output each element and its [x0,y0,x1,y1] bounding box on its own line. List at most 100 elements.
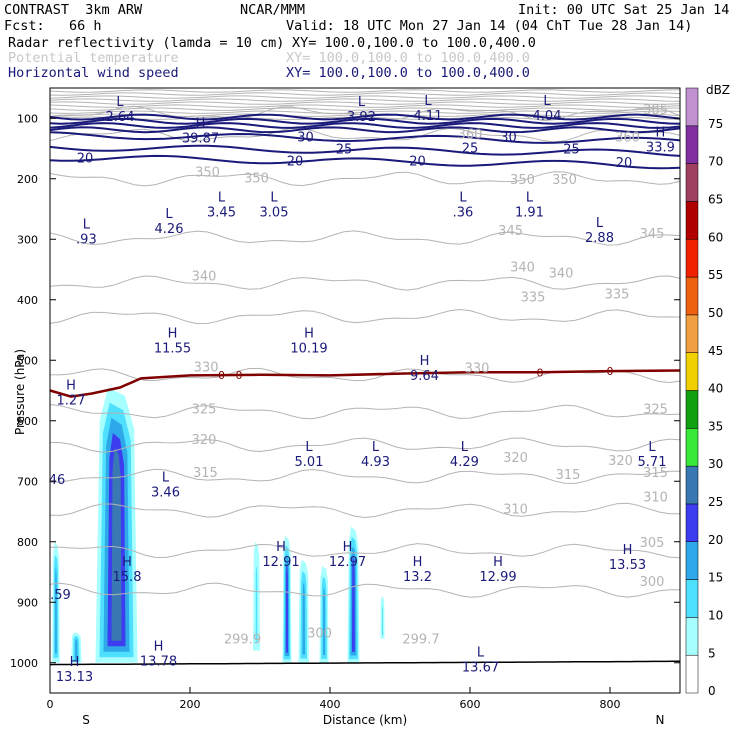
extremum-2-type: L [424,94,432,109]
plot-frame [49,87,681,694]
extremum-17-value: 5.01 [295,455,324,470]
theta-label-1: 360 [458,127,483,142]
extremum-27-value: 12.99 [479,570,516,585]
freezing-level-label-1: 0 [236,369,243,382]
valid-time: Valid: 18 UTC Mon 27 Jan 14 (04 ChT Tue … [286,18,693,34]
extremum-16-value: 1.27 [57,393,86,408]
extremum-8-type: L [270,191,278,206]
y-tick-label-100: 100 [17,112,38,125]
extremum-29-value: .59 [50,588,71,603]
wind-contour-20 [49,154,681,170]
wind-contour-label-20-1: 20 [287,155,304,170]
colorbar-swatch-15 [685,541,699,580]
terrain-surface-line [49,660,680,666]
colorbar-label-15: 15 [708,571,723,585]
extremum-26-value: 13.2 [403,570,432,585]
extremum-21-value: 3.46 [151,485,180,500]
theta-label-18: 320 [192,433,217,448]
extremum-31-value: 13.67 [462,661,499,676]
reflectivity-cell-7-level-20 [352,556,355,652]
theta-label-26: 305 [640,536,665,551]
colorbar-label-65: 65 [708,193,723,207]
colorbar-label-70: 70 [708,155,723,169]
colorbar-label-5: 5 [708,646,716,660]
extremum-22-value: 46 [49,473,66,488]
x-tick-label-0: 0 [47,698,54,711]
colorbar-swatch-10 [685,579,699,618]
theta-contour-300 [49,582,680,598]
colorbar-swatch-65 [685,163,699,202]
model-title: CONTRAST 3km ARW [4,2,143,18]
y-tick-label-700: 700 [17,475,38,488]
extremum-8-value: 3.05 [260,206,289,221]
theta-label-20: 320 [608,454,633,469]
x-axis-label: Distance (km) [323,713,407,727]
theta-contour-345 [49,230,681,246]
theta-label-3: 350 [195,165,220,180]
extremum-31-type: L [477,646,485,661]
colorbar-swatch-25 [685,465,699,505]
theta-contour-310 [49,502,680,519]
extremum-20-type: L [648,440,656,455]
extremum-18-value: 4.93 [361,455,390,470]
x-tick-label-600: 600 [460,698,481,711]
theta-label-7: 345 [498,224,523,239]
y-tick-label-500: 500 [17,354,38,367]
theta-label-11: 340 [549,267,574,282]
theta-label-28: 299.9 [224,633,261,648]
theta-contour-305 [49,543,681,559]
reflectivity-cell-8-level-10 [382,605,383,636]
extremum-12-type: L [596,216,604,231]
theta-label-30: 299.7 [402,633,439,648]
extremum-23-type: H [276,540,286,555]
theta-contour-upper-7 [49,110,681,114]
colorbar-swatch-30 [685,428,699,467]
field-reflectivity: Radar reflectivity (lamda = 10 cm) [8,35,285,51]
extremum-9-value: .36 [453,206,474,221]
field-reflectivity-xy: XY= 100.0,100.0 to 100.0,400.0 [292,35,536,51]
extremum-28-value: 13.53 [609,558,646,573]
y-tick-label-600: 600 [17,415,38,428]
colorbar-label-0: 0 [708,684,716,698]
theta-contour-335 [49,308,681,325]
wind-contour-jet-0 [49,113,681,121]
colorbar-label-40: 40 [708,382,723,396]
reflectivity-cell-4-level-20 [285,563,288,653]
field-potential-temperature: Potential temperature [8,50,179,66]
extremum-17-type: L [305,440,313,455]
y-tick-label-400: 400 [17,294,38,307]
theta-contour-upper-3 [49,98,681,102]
theta-label-25: 310 [643,490,668,505]
extremum-13-value: 11.55 [154,341,191,356]
theta-contour-upper-0 [49,89,681,93]
extremum-11-value: .93 [76,232,97,247]
wind-contour-label-20-0: 20 [77,152,94,167]
extremum-16-type: H [66,378,76,393]
theta-label-2: 360 [615,130,640,145]
extremum-7-value: 3.45 [207,206,236,221]
colorbar-label-50: 50 [708,306,723,320]
colorbar-label-45: 45 [708,344,723,358]
extremum-18-type: L [372,440,380,455]
reflectivity-cell-5-level-15 [302,582,305,655]
field-potential-temperature-xy: XY= 100.0,100.0 to 100.0,400.0 [286,50,530,66]
theta-contour-upper-2 [49,95,681,99]
extremum-19-value: 4.29 [450,455,479,470]
wind-contour-jet-3 [49,126,681,134]
theta-label-16: 325 [192,403,217,418]
theta-label-23: 315 [643,466,668,481]
extremum-6-type: L [165,207,173,222]
theta-contour-upper-4 [49,101,681,105]
reflectivity-cell-6-level-15 [323,587,326,655]
colorbar-swatch-55 [685,239,699,278]
wind-contour-label-30-0: 30 [297,130,314,145]
colorbar-swatch-60 [685,201,699,240]
colorbar: 0 5 10 15 20 25 30 35 40 45 50 55 60 65 70 75 dBZ [685,83,730,698]
extremum-0-value: 2.64 [106,110,135,125]
colorbar-label-25: 25 [708,495,723,509]
extremum-30-type: H [154,640,164,655]
